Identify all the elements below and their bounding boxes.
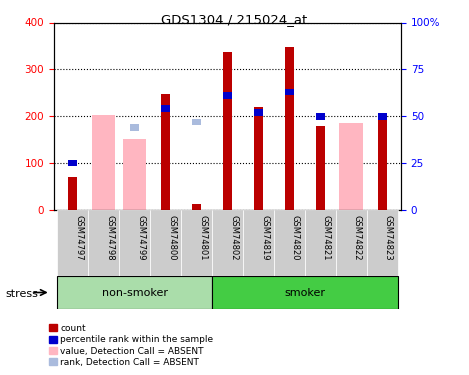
- Text: smoker: smoker: [284, 288, 325, 297]
- Bar: [91, 116, 115, 210]
- Bar: [254, 107, 263, 210]
- Text: GSM74802: GSM74802: [229, 215, 238, 261]
- Bar: [161, 94, 170, 210]
- Bar: [122, 139, 146, 210]
- Bar: [316, 113, 325, 120]
- Text: GSM74822: GSM74822: [353, 215, 362, 261]
- Bar: [161, 105, 170, 112]
- Bar: [212, 276, 398, 309]
- Bar: [285, 47, 294, 210]
- Bar: [212, 210, 243, 276]
- Bar: [223, 92, 232, 99]
- Legend: count, percentile rank within the sample, value, Detection Call = ABSENT, rank, : count, percentile rank within the sample…: [47, 322, 215, 369]
- Text: GDS1304 / 215024_at: GDS1304 / 215024_at: [161, 13, 308, 26]
- Text: GSM74821: GSM74821: [322, 215, 331, 261]
- Bar: [274, 210, 305, 276]
- Bar: [336, 210, 367, 276]
- Bar: [57, 210, 88, 276]
- Text: GSM74819: GSM74819: [260, 215, 269, 261]
- Bar: [88, 210, 119, 276]
- Text: non-smoker: non-smoker: [101, 288, 167, 297]
- Bar: [254, 109, 263, 116]
- Text: GSM74797: GSM74797: [74, 215, 83, 261]
- Text: GSM74798: GSM74798: [105, 215, 114, 261]
- Bar: [119, 210, 150, 276]
- Text: GSM74800: GSM74800: [167, 215, 176, 261]
- Text: GSM74801: GSM74801: [198, 215, 207, 261]
- Bar: [316, 126, 325, 210]
- Bar: [192, 118, 201, 125]
- Bar: [68, 160, 77, 166]
- Bar: [378, 113, 386, 120]
- Text: GSM74820: GSM74820: [291, 215, 300, 261]
- Bar: [130, 124, 139, 131]
- Bar: [192, 204, 201, 210]
- Bar: [378, 117, 387, 210]
- Text: GSM74799: GSM74799: [136, 215, 145, 261]
- Bar: [243, 210, 274, 276]
- Bar: [150, 210, 181, 276]
- Bar: [305, 210, 336, 276]
- Bar: [367, 210, 398, 276]
- Bar: [57, 276, 212, 309]
- Bar: [285, 88, 294, 95]
- Bar: [181, 210, 212, 276]
- Bar: [68, 177, 77, 210]
- Bar: [340, 123, 363, 210]
- Bar: [223, 52, 232, 210]
- Text: stress: stress: [6, 290, 38, 299]
- Text: GSM74823: GSM74823: [384, 215, 393, 261]
